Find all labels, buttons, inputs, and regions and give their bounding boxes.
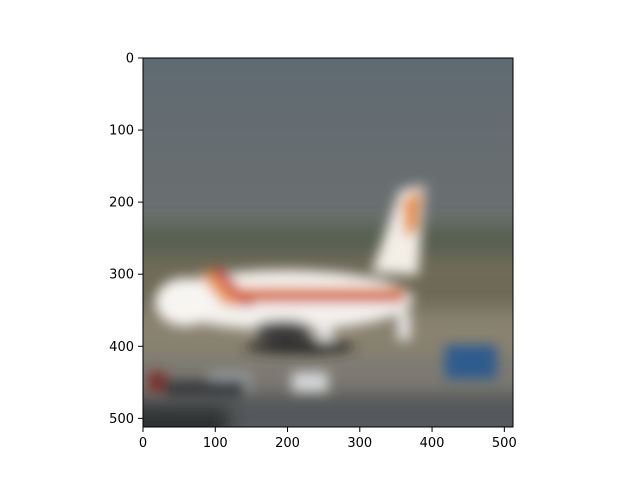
x-tick-label: 500 [492, 436, 517, 451]
y-tick-label: 200 [109, 196, 134, 211]
x-tick-label: 100 [203, 436, 228, 451]
y-axis: 0 100 200 300 400 500 [109, 52, 143, 427]
axes-frame [142, 57, 514, 428]
x-tick-label: 400 [420, 436, 445, 451]
y-tick-label: 400 [109, 340, 134, 355]
x-tick-label: 200 [275, 436, 300, 451]
x-axis: 0 100 200 300 400 500 [139, 427, 517, 451]
y-tick-label: 0 [126, 52, 134, 67]
x-tick-label: 0 [139, 436, 147, 451]
y-tick-label: 500 [109, 412, 134, 427]
plot-image [143, 58, 513, 427]
y-tick-label: 300 [109, 268, 134, 283]
x-tick-label: 300 [347, 436, 372, 451]
y-tick-label: 100 [109, 124, 134, 139]
